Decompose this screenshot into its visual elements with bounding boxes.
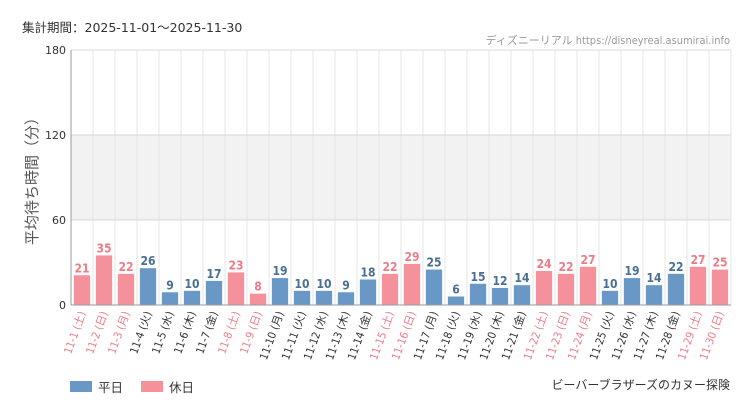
bar-value-label: 25 bbox=[712, 256, 727, 270]
bar-value-label: 22 bbox=[382, 260, 397, 274]
bar-weekday[interactable] bbox=[447, 296, 465, 306]
bar-value-label: 10 bbox=[294, 277, 309, 291]
bar-weekday[interactable] bbox=[161, 292, 179, 305]
bar-holiday[interactable] bbox=[249, 293, 267, 305]
bar-holiday[interactable] bbox=[381, 273, 399, 305]
legend-weekday-label: 平日 bbox=[98, 380, 124, 395]
bar-value-label: 22 bbox=[558, 260, 573, 274]
bar-value-label: 22 bbox=[668, 260, 683, 274]
bar-value-label: 6 bbox=[452, 283, 460, 297]
bar-weekday[interactable] bbox=[469, 283, 487, 305]
bar-value-label: 35 bbox=[96, 241, 111, 255]
bar-value-label: 18 bbox=[360, 266, 375, 280]
legend-holiday[interactable]: 休日 bbox=[141, 377, 194, 396]
bar-value-label: 26 bbox=[140, 254, 155, 268]
bar-value-label: 8 bbox=[254, 280, 262, 294]
bar-value-label: 25 bbox=[426, 256, 441, 270]
bar-weekday[interactable] bbox=[359, 279, 377, 306]
legend: 平日 休日 bbox=[70, 377, 212, 396]
bar-weekday[interactable] bbox=[337, 292, 355, 305]
bar-holiday[interactable] bbox=[117, 273, 135, 305]
bar-weekday[interactable] bbox=[667, 273, 685, 305]
bar-value-label: 22 bbox=[118, 260, 133, 274]
bar-value-label: 14 bbox=[646, 271, 662, 285]
bar-weekday[interactable] bbox=[645, 285, 663, 305]
bar-weekday[interactable] bbox=[139, 268, 157, 305]
bar-holiday[interactable] bbox=[711, 269, 729, 305]
bar-weekday[interactable] bbox=[315, 290, 333, 305]
bar-value-label: 19 bbox=[272, 264, 287, 278]
bar-weekday[interactable] bbox=[293, 290, 311, 305]
bar-weekday[interactable] bbox=[513, 285, 531, 305]
y-tick-label: 60 bbox=[52, 214, 66, 227]
bar-holiday[interactable] bbox=[73, 275, 91, 305]
bar-value-label: 29 bbox=[404, 250, 419, 264]
bar-value-label: 15 bbox=[470, 270, 485, 284]
bar-value-label: 27 bbox=[580, 253, 595, 267]
bar-value-label: 24 bbox=[536, 257, 552, 271]
bar-weekday[interactable] bbox=[623, 278, 641, 305]
bar-value-label: 10 bbox=[316, 277, 331, 291]
bar-weekday[interactable] bbox=[601, 290, 619, 305]
bar-value-label: 10 bbox=[602, 277, 617, 291]
bar-weekday[interactable] bbox=[183, 290, 201, 305]
source-label: ディズニーリアル https://disneyreal.asumirai.inf… bbox=[485, 34, 730, 47]
bar-value-label: 27 bbox=[690, 253, 705, 267]
bar-holiday[interactable] bbox=[689, 266, 707, 305]
y-tick-label: 180 bbox=[45, 44, 66, 57]
bar-weekday[interactable] bbox=[425, 269, 443, 305]
bar-value-label: 17 bbox=[206, 267, 221, 281]
bar-weekday[interactable] bbox=[491, 288, 509, 305]
bar-holiday[interactable] bbox=[403, 263, 421, 305]
bar-holiday[interactable] bbox=[535, 271, 553, 305]
bar-value-label: 21 bbox=[74, 261, 89, 275]
bar-holiday[interactable] bbox=[227, 272, 245, 305]
legend-weekday[interactable]: 平日 bbox=[70, 377, 123, 396]
y-tick-label: 0 bbox=[59, 299, 66, 312]
bar-weekday[interactable] bbox=[205, 280, 223, 305]
legend-weekday-swatch bbox=[70, 381, 92, 392]
attraction-name: ビーバーブラザーズのカヌー探険 bbox=[551, 378, 730, 392]
bar-value-label: 9 bbox=[342, 278, 350, 292]
y-axis-title: 平均待ち時間（分） bbox=[23, 110, 41, 245]
y-tick-label: 120 bbox=[45, 129, 66, 142]
period-label: 集計期間：2025-11-01～2025-11-30 bbox=[22, 20, 243, 35]
bar-value-label: 9 bbox=[166, 278, 174, 292]
bar-holiday[interactable] bbox=[557, 273, 575, 305]
bar-value-label: 14 bbox=[514, 271, 530, 285]
bar-holiday[interactable] bbox=[95, 255, 113, 305]
bar-value-label: 10 bbox=[184, 277, 199, 291]
legend-holiday-swatch bbox=[141, 381, 164, 392]
bar-weekday[interactable] bbox=[271, 278, 289, 305]
bar-value-label: 12 bbox=[492, 274, 507, 288]
legend-holiday-label: 休日 bbox=[169, 380, 195, 395]
bar-value-label: 19 bbox=[624, 264, 639, 278]
bar-holiday[interactable] bbox=[579, 266, 597, 305]
bar-value-label: 23 bbox=[228, 258, 243, 272]
